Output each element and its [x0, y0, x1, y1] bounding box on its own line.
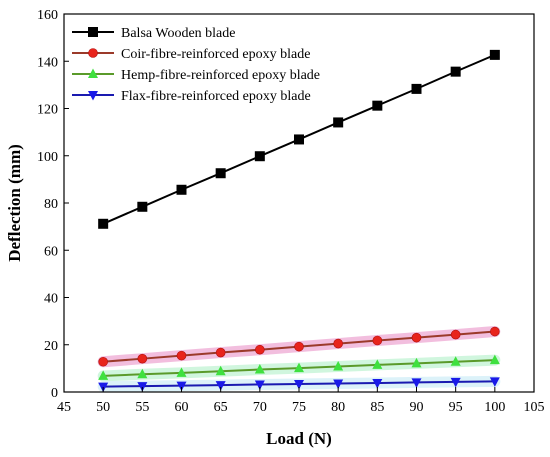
legend-label: Hemp-fibre-reinforced epoxy blade	[121, 68, 320, 83]
legend-marker	[88, 48, 98, 58]
data-point	[372, 379, 383, 389]
y-tick-label: 120	[37, 103, 58, 118]
legend-marker	[88, 68, 98, 78]
data-point	[450, 356, 461, 366]
data-point	[490, 326, 500, 337]
data-point	[489, 354, 500, 365]
series-highlight-bands	[97, 326, 501, 393]
x-tick-label: 60	[175, 400, 189, 415]
data-point	[176, 184, 187, 195]
y-tick-label: 40	[44, 292, 58, 307]
x-tick-label: 90	[410, 400, 424, 415]
data-point	[489, 49, 500, 60]
x-tick-label: 65	[214, 400, 228, 415]
data-point	[137, 353, 148, 364]
data-point	[137, 382, 148, 392]
data-point	[254, 380, 265, 390]
data-point	[98, 370, 109, 380]
data-point	[411, 332, 422, 343]
data-point	[411, 378, 422, 388]
data-point	[215, 347, 226, 358]
data-point	[333, 117, 344, 128]
data-point	[411, 357, 422, 368]
x-tick-label: 75	[292, 400, 306, 415]
axes	[63, 13, 535, 393]
data-point	[333, 338, 343, 349]
data-point	[294, 134, 304, 145]
y-tick-label: 60	[44, 244, 58, 259]
series-balsa-wooden-blade	[98, 49, 500, 229]
legend-item-hemp-fibre-reinforced-epoxy-blade: Hemp-fibre-reinforced epoxy blade	[72, 68, 320, 83]
y-tick-label: 140	[37, 55, 58, 70]
x-tick-label: 105	[524, 400, 545, 415]
y-tick-label: 0	[51, 386, 58, 401]
y-tick-label: 160	[37, 8, 58, 23]
data-point	[254, 151, 265, 162]
x-tick-label: 70	[253, 400, 267, 415]
y-tick-label: 80	[44, 197, 58, 212]
data-point	[98, 356, 108, 367]
series-flax-fibre-reinforced-epoxy-blade	[98, 377, 500, 393]
y-tick-label: 20	[44, 339, 58, 354]
x-tick-label: 85	[370, 400, 384, 415]
data-point	[372, 359, 383, 369]
x-axis-title: Load (N)	[266, 429, 332, 448]
data-point	[215, 381, 226, 391]
data-point	[333, 360, 344, 371]
x-tick-label: 80	[331, 400, 345, 415]
legend-marker	[88, 91, 98, 101]
series-layer	[98, 49, 500, 393]
data-point	[411, 83, 422, 94]
data-point	[215, 365, 226, 376]
legend-item-balsa-wooden-blade: Balsa Wooden blade	[72, 26, 235, 41]
y-axis-title: Deflection (mm)	[5, 144, 24, 262]
data-point	[450, 66, 461, 77]
x-tick-label: 55	[135, 400, 149, 415]
data-point	[176, 367, 187, 377]
data-point	[215, 168, 226, 179]
legend-label: Flax-fibre-reinforced epoxy blade	[121, 89, 311, 104]
x-tick-label: 95	[449, 400, 463, 415]
data-point	[294, 362, 304, 373]
data-point	[372, 335, 383, 346]
data-point	[450, 329, 461, 340]
data-point	[98, 218, 109, 229]
series-hemp-fibre-reinforced-epoxy-blade	[98, 354, 500, 380]
legend-marker	[88, 27, 98, 37]
data-point	[137, 201, 148, 212]
data-point	[294, 341, 304, 352]
data-point	[137, 368, 148, 379]
legend-item-flax-fibre-reinforced-epoxy-blade: Flax-fibre-reinforced epoxy blade	[72, 89, 311, 104]
data-point	[255, 344, 265, 355]
data-point	[372, 100, 383, 111]
legend-label: Coir-fibre-reinforced epoxy blade	[121, 47, 310, 62]
data-point	[333, 379, 344, 389]
data-point	[254, 364, 265, 374]
y-tick-label: 100	[37, 150, 58, 165]
data-point	[450, 377, 461, 388]
legend: Balsa Wooden blade Coir-fibre-reinforced …	[72, 26, 320, 104]
legend-item-coir-fibre-reinforced-epoxy-blade: Coir-fibre-reinforced epoxy blade	[72, 47, 310, 62]
data-point	[176, 350, 187, 361]
data-point	[294, 379, 304, 390]
x-tick-label: 45	[57, 400, 71, 415]
data-point	[176, 381, 187, 392]
x-tick-label: 100	[484, 400, 505, 415]
series-coir-fibre-reinforced-epoxy-blade	[98, 326, 500, 367]
tick-labels: 45 50 55 60 65 70 75 80 85 90 95 100 105 0 20 40 60 80 100…	[37, 8, 545, 415]
legend-label: Balsa Wooden blade	[121, 26, 235, 41]
data-point	[489, 377, 500, 387]
x-tick-label: 50	[96, 400, 110, 415]
